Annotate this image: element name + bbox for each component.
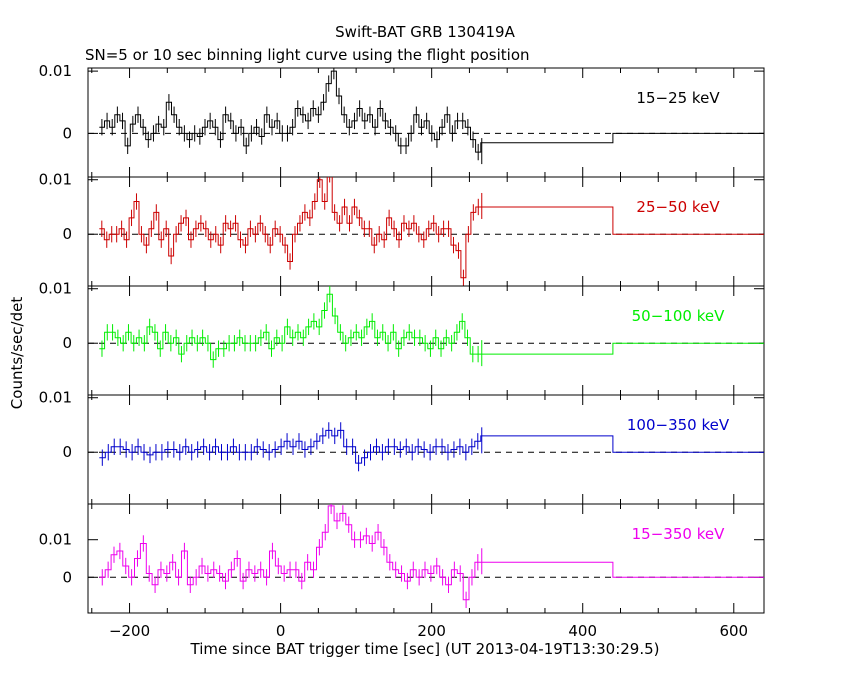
panel-3: 0 0.01 50−100 keV [39,280,765,396]
series-line [99,293,764,361]
x-axis-label: Time since BAT trigger time [sec] (UT 20… [190,640,660,658]
panel-2: 0 0.01 25−50 keV [39,171,765,287]
x-tick-label: 600 [719,622,748,640]
x-tick-label: −200 [109,622,150,640]
panel-1: 0 0.01 15−25 keV [39,62,765,178]
chart-title: Swift-BAT GRB 130419A [335,23,515,41]
series-group [99,177,764,286]
band-label: 15−350 keV [632,525,725,543]
series-line [99,177,764,279]
x-tick-label: 200 [417,622,446,640]
series-line [99,429,764,464]
series-line [99,70,764,153]
panel-frame [87,67,765,178]
y-tick-label: 0.01 [39,171,72,189]
panel-4: 0 0.01 100−350 keV [39,389,765,505]
y-tick-label: 0.01 [39,280,72,298]
y-tick-label: 0.01 [39,62,72,80]
y-tick-label: 0 [62,225,72,243]
series-group [99,422,764,472]
panel-frame [87,503,765,614]
series-group [99,504,764,609]
band-label: 15−25 keV [636,89,720,107]
panels-group: 0 0.01 15−25 keV 0 0.01 25−50 keV 0 0.01 50−100 … [39,62,765,640]
x-tick-label: 400 [568,622,597,640]
series-line [99,505,764,601]
y-axis-label: Counts/sec/det [8,297,26,410]
panel-5: 0 0.01 15−350 keV [39,503,765,614]
x-tick-label: 0 [276,622,286,640]
band-label: 25−50 keV [636,198,720,216]
band-label: 100−350 keV [627,416,730,434]
y-tick-label: 0.01 [39,389,72,407]
y-tick-label: 0 [62,568,72,586]
y-tick-label: 0 [62,443,72,461]
series-group [99,286,764,368]
band-label: 50−100 keV [632,307,725,325]
y-tick-label: 0.01 [39,531,72,549]
y-tick-label: 0 [62,124,72,142]
chart-subtitle: SN=5 or 10 sec binning light curve using… [85,46,530,64]
y-tick-label: 0 [62,334,72,352]
series-group [99,68,764,165]
